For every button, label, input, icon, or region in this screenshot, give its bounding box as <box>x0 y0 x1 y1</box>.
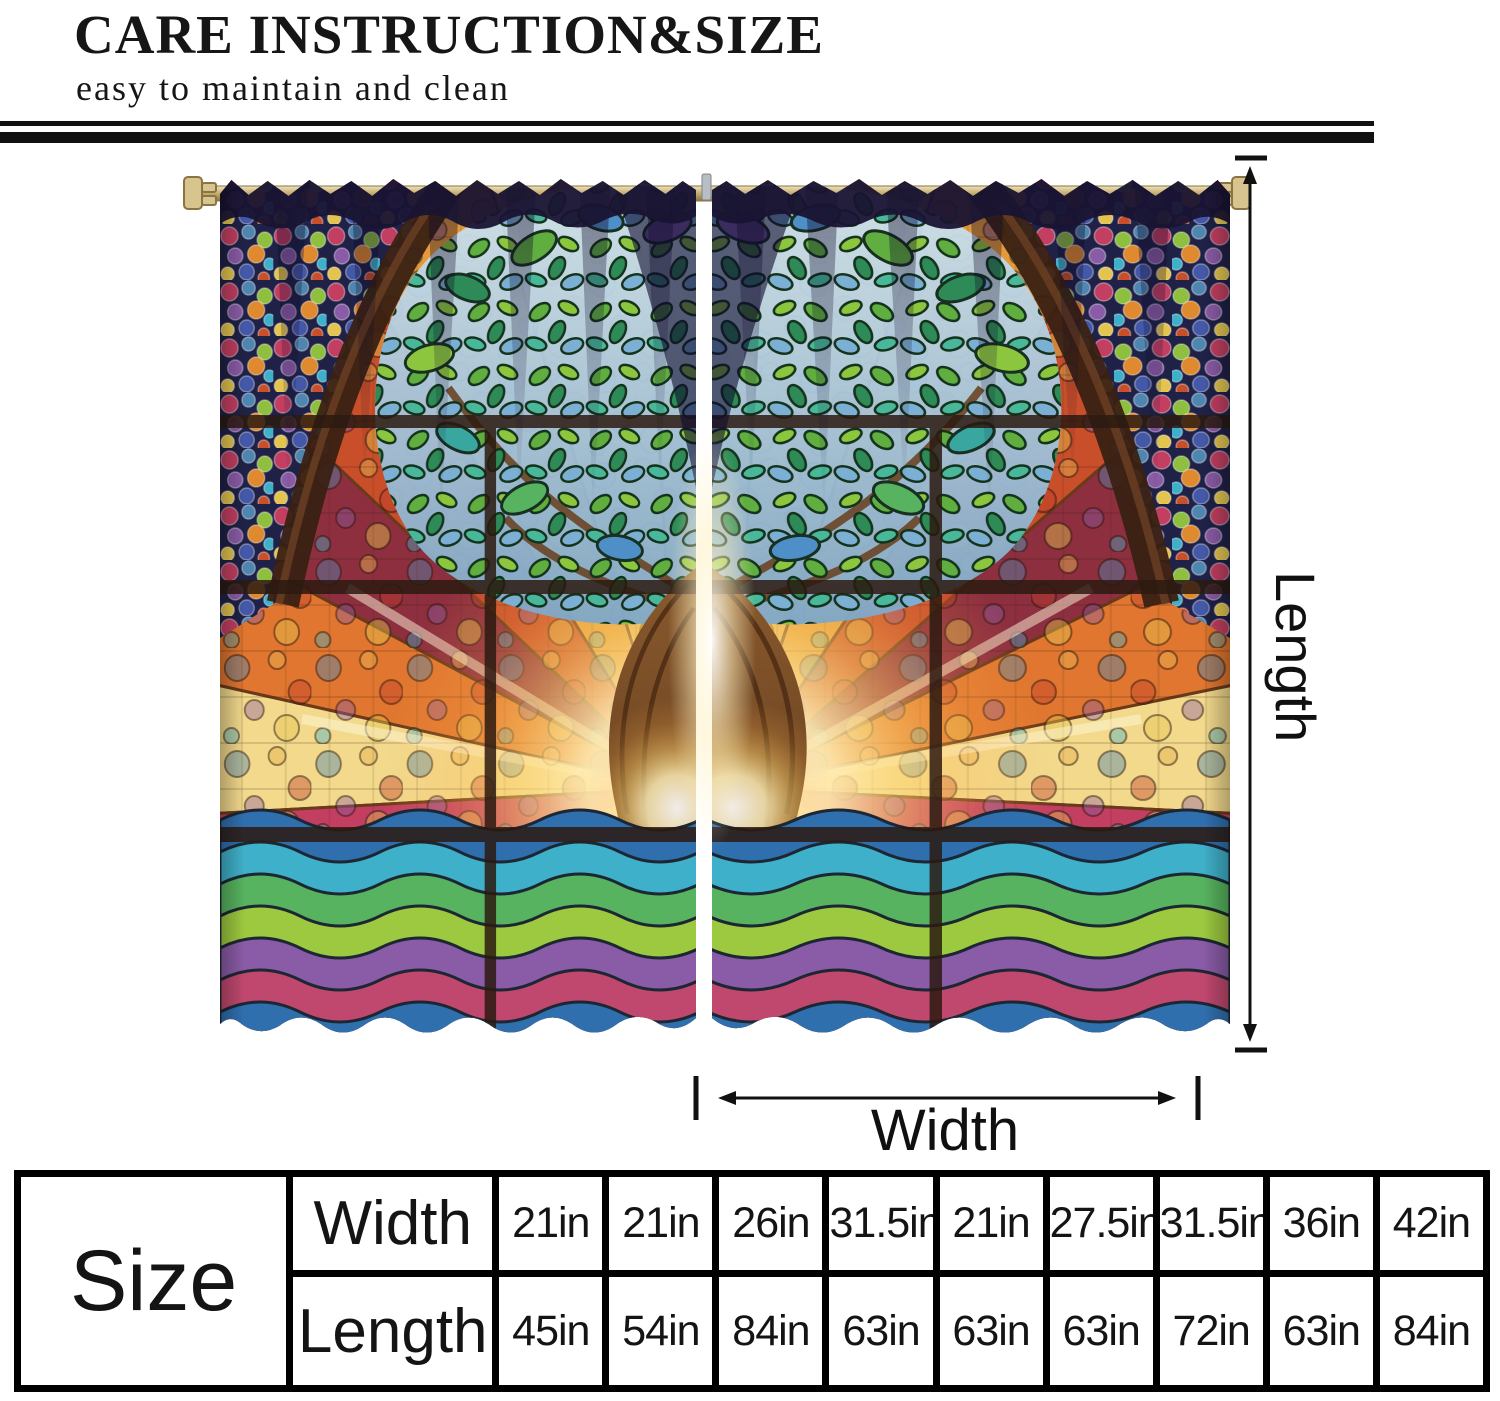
width-arrow <box>693 1076 1201 1120</box>
width-value-cell: 42in <box>1372 1170 1491 1277</box>
width-value-cell: 31.5in <box>1152 1170 1270 1277</box>
length-value-cell: 63in <box>932 1270 1050 1392</box>
width-value-cell: 26in <box>712 1170 830 1277</box>
width-value-cell: 21in <box>932 1170 1050 1277</box>
length-arrow <box>1235 155 1267 1053</box>
length-value-cell: 45in <box>492 1270 610 1392</box>
width-row-header: Width <box>286 1170 500 1277</box>
length-value-cell: 63in <box>822 1270 940 1392</box>
length-value-cell: 63in <box>1262 1270 1380 1392</box>
width-value-cell: 36in <box>1262 1170 1380 1277</box>
length-value-cell: 84in <box>1372 1270 1491 1392</box>
rod-finial-left <box>183 176 217 210</box>
width-value-cell: 21in <box>492 1170 610 1277</box>
width-label: Width <box>870 1098 1020 1163</box>
length-value-cell: 72in <box>1152 1270 1270 1392</box>
divider-thin <box>0 121 1374 126</box>
size-table: Size Width 21in 21in 26in 31.5in 21in 27… <box>13 1170 1491 1392</box>
length-value-cell: 54in <box>602 1270 720 1392</box>
divider-thick <box>0 132 1374 143</box>
header: CARE INSTRUCTION&SIZE easy to maintain a… <box>74 6 824 106</box>
length-row-header: Length <box>286 1270 500 1392</box>
length-value-cell: 84in <box>712 1270 830 1392</box>
width-value-cell: 31.5in <box>822 1170 940 1277</box>
length-value-cell: 63in <box>1042 1270 1160 1392</box>
page-subtitle: easy to maintain and clean <box>76 67 510 108</box>
page-title: CARE INSTRUCTION&SIZE <box>74 4 824 65</box>
width-value-cell: 27.5in <box>1042 1170 1160 1277</box>
center-light-glow <box>668 430 756 850</box>
width-value-cell: 21in <box>602 1170 720 1277</box>
length-label: Length <box>1264 571 1327 743</box>
rod-bracket <box>701 173 712 201</box>
size-corner-cell: Size <box>13 1170 294 1392</box>
